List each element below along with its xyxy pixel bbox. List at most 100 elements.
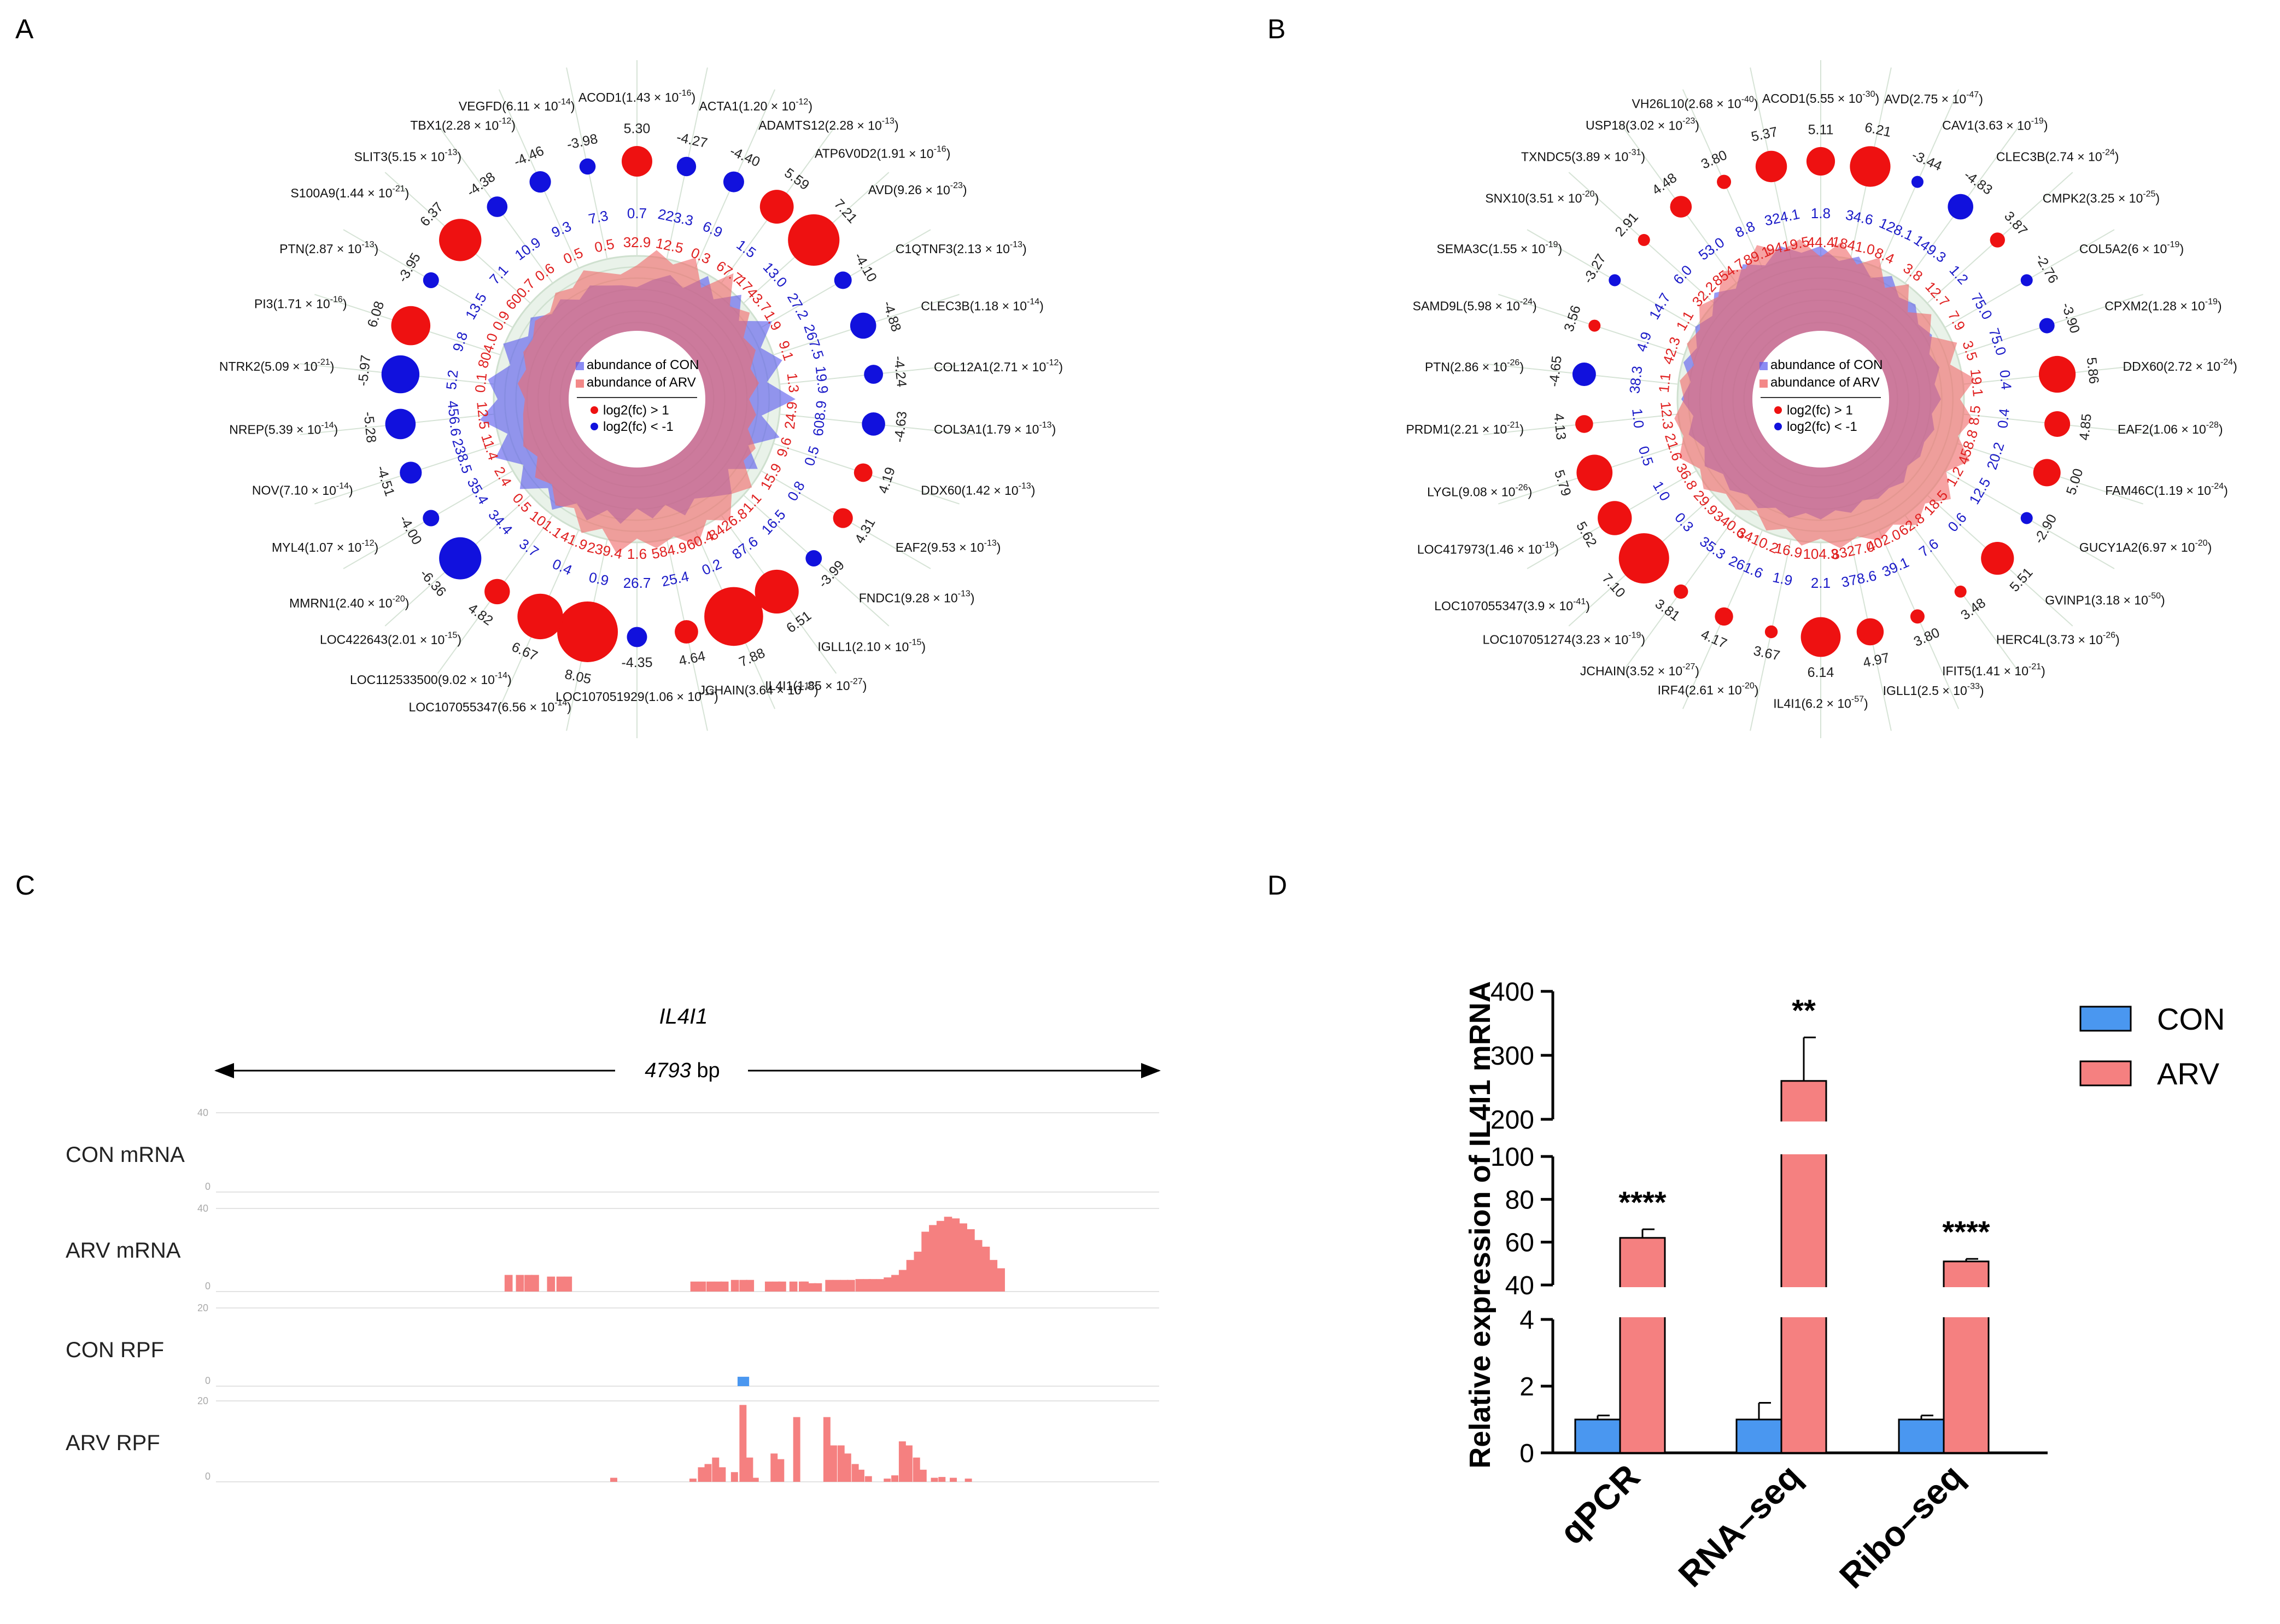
- bubble-down: [579, 158, 596, 175]
- y-tick-label: 4: [1519, 1306, 1534, 1335]
- bubble-up: [2033, 459, 2061, 487]
- coverage-bin: [698, 1467, 705, 1482]
- log2fc-value: -4.65: [1546, 355, 1565, 388]
- con-abundance-value: 0.9: [587, 569, 610, 589]
- coverage-bin: [876, 1279, 885, 1292]
- track-ymax: 20: [197, 1395, 208, 1406]
- gene-label: ATP6V0D2(1.91 × 10-16): [815, 145, 950, 161]
- bubble-up: [1910, 609, 1925, 624]
- coverage-bin: [967, 1229, 975, 1292]
- bubble-down: [850, 312, 876, 339]
- coverage-bin: [800, 1281, 809, 1292]
- gene-label: JCHAIN(3.52 × 10-27): [1580, 662, 1699, 678]
- coverage-bin: [855, 1279, 864, 1292]
- gene-label: ACTA1(1.20 × 10-12): [699, 97, 812, 113]
- coverage-bin: [556, 1276, 565, 1292]
- coverage-bin: [524, 1275, 533, 1292]
- con-abundance-value: 1.0: [1629, 407, 1647, 429]
- coverage-bin: [898, 1270, 907, 1292]
- gene-label: CAV1(3.63 × 10-19): [1942, 116, 2048, 132]
- bubble-up: [1755, 150, 1787, 183]
- bubble-down: [834, 271, 852, 289]
- gene-label: TXNDC5(3.89 × 10-31): [1521, 148, 1645, 163]
- bubble-down: [1911, 176, 1924, 188]
- bubble-down: [676, 156, 697, 177]
- track-ymin: 0: [205, 1375, 211, 1386]
- gene-label: COL5A2(6 × 10-19): [2079, 240, 2184, 256]
- gene-label: EAF2(9.53 × 10-13): [896, 539, 1001, 554]
- coverage-bin: [770, 1453, 778, 1482]
- arv-abundance-value: 0.5: [593, 236, 616, 256]
- bubble-down: [487, 196, 508, 217]
- con-abundance-value: 1.9: [1771, 569, 1794, 589]
- gene-label: VEGFD(6.11 × 10-14): [459, 97, 575, 113]
- coverage-bin: [938, 1477, 946, 1482]
- arv-abundance-value: 24.9: [781, 401, 800, 430]
- legend-center: [1752, 331, 1889, 468]
- coverage-bin: [891, 1275, 899, 1292]
- arv-abundance-value: 32.9: [623, 234, 651, 250]
- bubble-up: [1670, 196, 1692, 218]
- gene-label: LOC107055347(3.9 × 10-41): [1434, 597, 1590, 613]
- log2fc-value: 4.85: [2077, 413, 2095, 441]
- gene-label: DDX60(2.72 × 10-24): [2123, 358, 2237, 373]
- con-abundance-value: 5.2: [443, 369, 461, 390]
- gene-label: EAF2(1.06 × 10-28): [2118, 420, 2223, 436]
- bubble-up: [439, 219, 482, 261]
- bubble-down: [439, 537, 482, 580]
- bubble-down: [423, 272, 439, 288]
- arrowhead-left: [214, 1063, 234, 1078]
- bubble-down: [2020, 512, 2033, 524]
- coverage-bin: [746, 1280, 755, 1292]
- bubble-up: [622, 146, 652, 177]
- coverage-bin: [793, 1417, 800, 1482]
- coverage-bin: [706, 1281, 715, 1292]
- gene-label: HERC4L(3.73 × 10-26): [1996, 631, 2120, 647]
- gene-label: LOC112533500(9.02 × 10-14): [350, 671, 512, 687]
- significance-label: ****: [1942, 1214, 1990, 1249]
- legend-up-dot: [1774, 406, 1782, 414]
- y-tick-label: 200: [1490, 1106, 1534, 1135]
- log2fc-value: -4.35: [622, 655, 653, 670]
- coverage-bin: [739, 1405, 747, 1482]
- legend-arv-label: abundance of ARV: [1770, 375, 1880, 390]
- con-abundance-value: 1.8: [1811, 205, 1831, 221]
- bubble-up: [1954, 585, 1967, 598]
- con-abundance-value: 0.7: [627, 205, 647, 221]
- coverage-bin: [981, 1246, 990, 1292]
- track-ymin: 0: [205, 1471, 211, 1482]
- bubble-up: [788, 214, 840, 266]
- bubble-down: [862, 412, 885, 436]
- bubble-down: [529, 171, 551, 193]
- y-tick-label: 60: [1505, 1229, 1534, 1258]
- legend-up-label: log2(fc) > 1: [603, 403, 669, 418]
- bar-arv: [1619, 1237, 1666, 1454]
- bubble-up: [1981, 541, 2014, 575]
- arv-abundance-value: 12.3: [1657, 401, 1676, 430]
- log2fc-value: 5.11: [1808, 122, 1834, 138]
- legend-up-dot: [591, 406, 598, 414]
- log2fc-value: -4.24: [891, 355, 909, 388]
- bubble-up: [484, 579, 510, 605]
- track-label: CON mRNA: [66, 1143, 185, 1167]
- bubble-down: [385, 408, 416, 440]
- bubble-up: [755, 569, 799, 614]
- track-ymax: 20: [197, 1302, 208, 1313]
- gene-label: IL4I1(1.85 × 10-27): [765, 677, 867, 693]
- gene-label: SEMA3C(1.55 × 10-19): [1437, 240, 1563, 256]
- significance-label: **: [1792, 993, 1816, 1027]
- track-label: ARV mRNA: [66, 1239, 181, 1263]
- coverage-bin: [504, 1275, 513, 1292]
- gene-label: SLIT3(5.15 × 10-13): [354, 148, 461, 163]
- coverage-bin: [906, 1260, 915, 1292]
- con-abundance-value: 0.4: [1996, 369, 2015, 390]
- track-ymin: 0: [205, 1281, 211, 1292]
- legend-con-swatch: [576, 362, 584, 370]
- coverage-bin: [829, 1445, 837, 1482]
- legend-arv-swatch: [576, 379, 584, 388]
- coverage-bin: [814, 1283, 822, 1292]
- coverage-bin: [959, 1223, 967, 1292]
- legend-arv-swatch: [1759, 379, 1768, 388]
- coverage-bin: [825, 1280, 833, 1292]
- legend-label-arv: ARV: [2157, 1056, 2220, 1091]
